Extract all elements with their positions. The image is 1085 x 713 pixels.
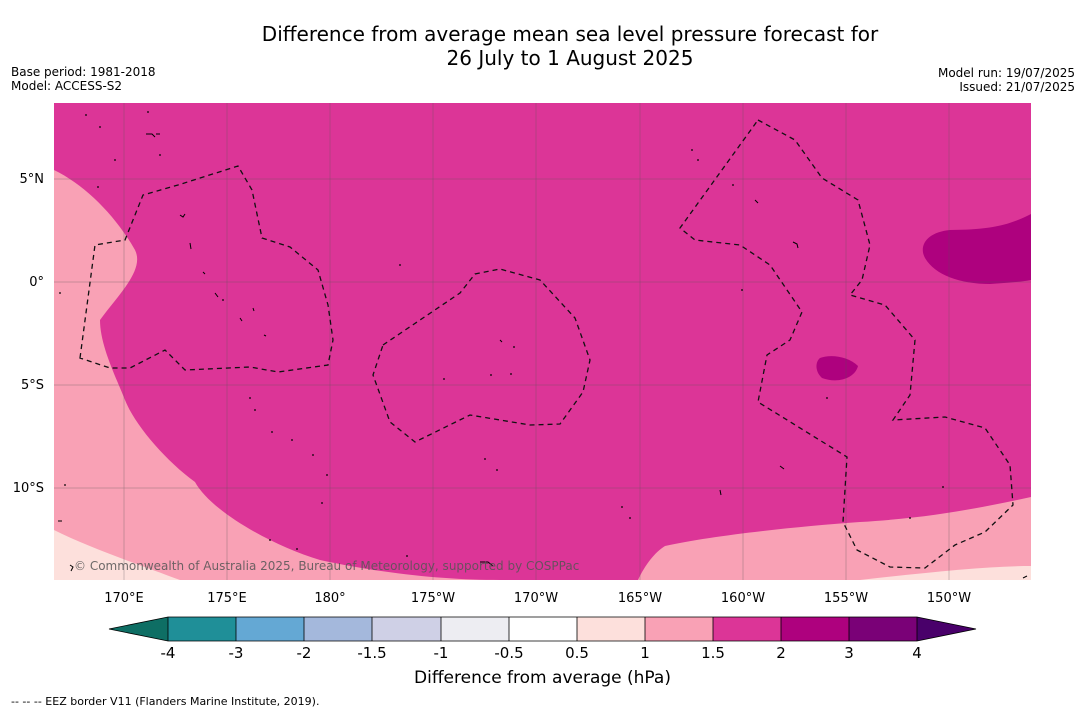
colorbar-tick: 4: [912, 644, 922, 662]
graticule: [54, 103, 1031, 580]
colorbar-swatch: [577, 617, 645, 641]
colorbar-swatch: [713, 617, 781, 641]
colorbar-tick: -1: [434, 644, 449, 662]
lon-label: 165°W: [618, 591, 662, 606]
eez-borders: [79, 119, 1014, 569]
colorbar-swatch: [372, 617, 441, 641]
island-dots: [59, 111, 944, 557]
lon-label: 175°W: [411, 591, 455, 606]
eez-legend-text: -- -- -- EEZ border V11 (Flanders Marine…: [11, 695, 320, 708]
colorbar-tick: -4: [161, 644, 176, 662]
colorbar-title: Difference from average (hPa): [414, 668, 671, 688]
page-title: Difference from average mean sea level p…: [0, 22, 1085, 70]
colorbar-swatch: [849, 617, 917, 641]
lon-label: 150°W: [927, 591, 971, 606]
anomaly-2-3-east-region: [922, 214, 1031, 284]
model-text: Model: ACCESS-S2: [11, 79, 123, 93]
colorbar-tick: 1: [640, 644, 650, 662]
anomaly-0.5-1-west-region: [54, 530, 180, 580]
colorbar: -4 -3 -2 -1.5 -1 -0.5 0.5 1 1.5 2 3 4: [108, 616, 977, 662]
latitude-labels: 5°N 0° 5°S 10°S: [13, 172, 44, 496]
lon-label: 155°W: [824, 591, 868, 606]
colorbar-tick: -2: [297, 644, 312, 662]
lon-label: 175°E: [207, 591, 247, 606]
issued-text: Issued: 21/07/2025: [959, 80, 1075, 94]
colorbar-swatch: [236, 617, 304, 641]
anomaly-1-1.5-west-region: [54, 170, 500, 580]
colorbar-extend-high: [917, 617, 976, 641]
colorbar-swatch: [781, 617, 849, 641]
model-info: Base period: 1981-2018 Model: ACCESS-S2: [11, 65, 156, 93]
longitude-labels: 170°E 175°E 180° 175°W 170°W 165°W 160°W…: [104, 591, 971, 606]
anomaly-2-3-central-region: [816, 356, 858, 381]
lon-label: 180°: [314, 591, 345, 606]
colorbar-swatch: [441, 617, 509, 641]
colorbar-dividers: [167, 617, 918, 641]
colorbar-extend-low: [109, 617, 168, 641]
colorbar-tick: -1.5: [357, 644, 386, 662]
island-outlines: [58, 133, 1028, 579]
colorbar-tick: 3: [844, 644, 854, 662]
title-line-1: Difference from average mean sea level p…: [261, 22, 879, 46]
colorbar-swatch: [509, 617, 577, 641]
colorbar-tick-labels: -4 -3 -2 -1.5 -1 -0.5 0.5 1 1.5 2 3 4: [161, 644, 922, 662]
colorbar-swatch: [168, 617, 236, 641]
anomaly-0.5-1-south-region: [860, 566, 1031, 580]
colorbar-tick: 0.5: [565, 644, 589, 662]
lat-label: 0°: [29, 275, 44, 290]
colorbar-swatch: [645, 617, 713, 641]
copyright-text: © Commonwealth of Australia 2025, Bureau…: [74, 559, 579, 573]
title-line-2: 26 July to 1 August 2025: [446, 46, 694, 70]
anomaly-1.5-2-region: [54, 103, 1031, 580]
lon-label: 170°W: [514, 591, 558, 606]
run-info: Model run: 19/07/2025 Issued: 21/07/2025: [938, 66, 1075, 94]
lat-label: 5°N: [20, 172, 45, 187]
colorbar-tick: 1.5: [701, 644, 725, 662]
lat-label: 5°S: [21, 378, 44, 393]
anomaly-1-1.5-south-region: [638, 497, 1031, 580]
colorbar-tick: 2: [776, 644, 786, 662]
model-run-text: Model run: 19/07/2025: [937, 66, 1075, 80]
colorbar-tick: -0.5: [494, 644, 523, 662]
colorbar-tick: -3: [229, 644, 244, 662]
map-area: © Commonwealth of Australia 2025, Bureau…: [54, 103, 1031, 580]
lon-label: 170°E: [104, 591, 144, 606]
base-period-text: Base period: 1981-2018: [11, 65, 156, 79]
colorbar-swatch: [304, 617, 372, 641]
lon-label: 160°W: [721, 591, 765, 606]
lat-label: 10°S: [13, 481, 44, 496]
